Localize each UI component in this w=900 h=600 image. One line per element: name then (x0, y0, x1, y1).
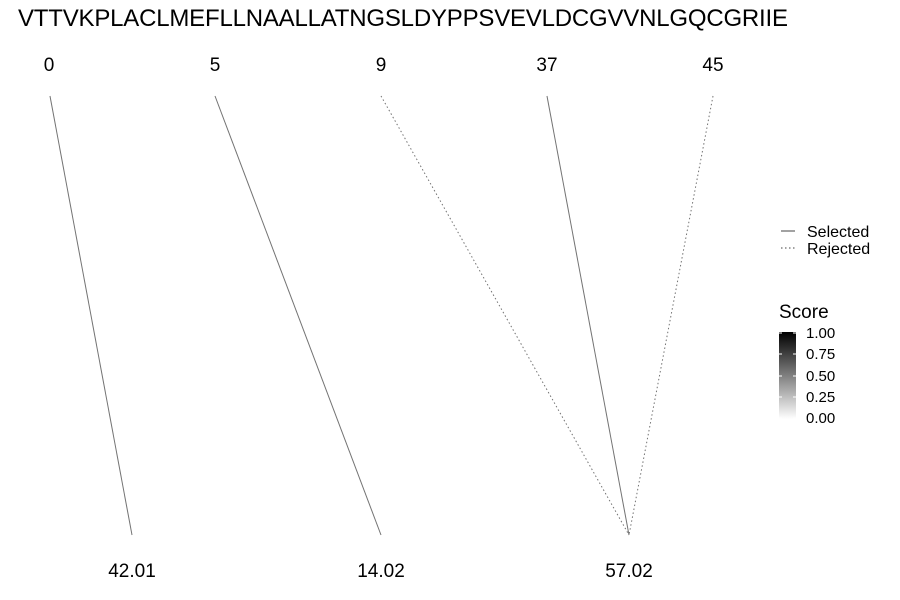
bottom-label: 57.02 (605, 561, 653, 582)
score-tick-label: 0.25 (806, 389, 835, 406)
top-label: 9 (376, 55, 387, 76)
score-tick-label: 0.75 (806, 346, 835, 363)
legend-rejected-label: Rejected (807, 241, 870, 258)
score-tick-label: 0.50 (806, 368, 835, 385)
link-line (214, 95, 382, 536)
top-label: 0 (44, 55, 55, 76)
link-line (380, 95, 630, 536)
bottom-label: 14.02 (357, 561, 405, 582)
bottom-label: 42.01 (108, 561, 156, 582)
score-tick-label: 1.00 (806, 325, 835, 342)
sequence-text: VTTVKPLACLMEFLLNAALLATNGSLDYPPSVEVLDCGVV… (18, 5, 788, 32)
link-line (546, 95, 630, 536)
top-label: 5 (210, 55, 221, 76)
link-line (49, 95, 133, 536)
link-line (628, 95, 714, 536)
top-label: 37 (536, 55, 557, 76)
legend-selected-label: Selected (807, 224, 869, 241)
score-legend: Score 1.00 0.75 0.50 0.25 0.00 (779, 302, 835, 427)
score-ticks (779, 332, 796, 419)
score-legend-title: Score (779, 302, 829, 323)
score-tick-label: 0.00 (806, 410, 835, 427)
top-label: 45 (702, 55, 723, 76)
score-colorbar (779, 332, 796, 419)
linetype-legend: Selected Rejected (781, 224, 870, 258)
